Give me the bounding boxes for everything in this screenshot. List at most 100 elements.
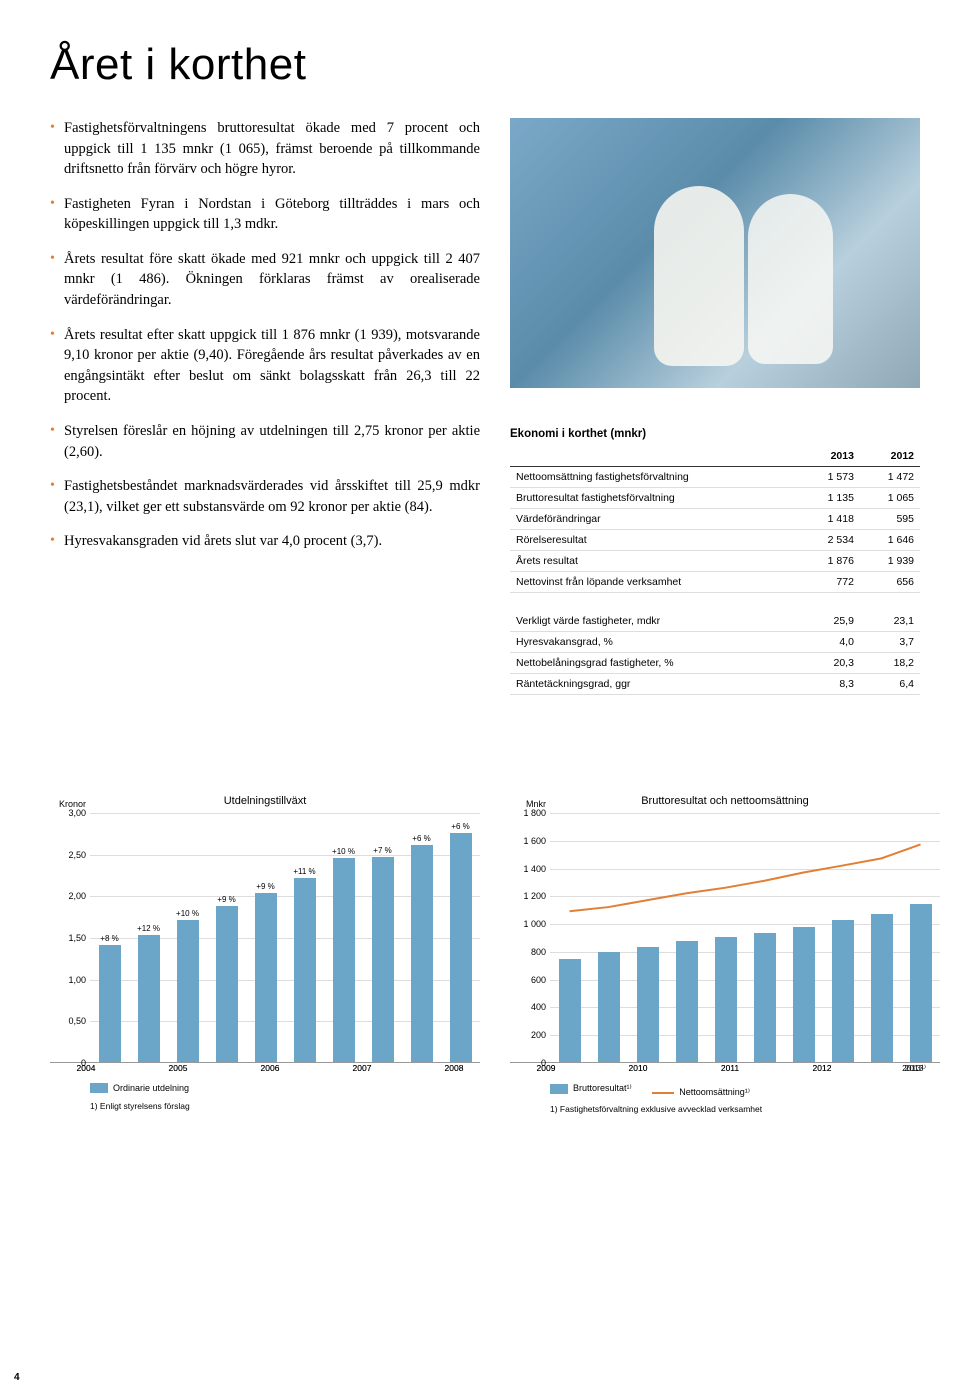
- dividend-legend-item: Ordinarie utdelning: [90, 1083, 189, 1093]
- result-x-labels: 2004200520062007200820092010201120122013: [40, 1063, 960, 1073]
- table-row: Verkligt värde fastigheter, mdkr25,923,1: [510, 615, 920, 632]
- table-cell: 18,2: [860, 653, 920, 674]
- bar-pct-label: +10 %: [176, 909, 199, 918]
- y-tick-label: 1,50: [68, 933, 86, 943]
- x-tick-label: 2010: [597, 1063, 680, 1073]
- table-cell: 1 135: [800, 488, 860, 509]
- dividend-chart-area: Kronor 3,002,502,001,501,000,500 +8 %+12…: [50, 813, 480, 1063]
- bar: +10 %: [170, 920, 205, 1062]
- table-cell: 1 472: [860, 467, 920, 488]
- economy-table-wrap: Ekonomi i korthet (mnkr) 20132012Nettoom…: [510, 428, 920, 695]
- table-cell: 772: [800, 572, 860, 593]
- page-title: Året i korthet: [50, 40, 920, 90]
- table-cell: Verkligt värde fastigheter, mdkr: [510, 615, 800, 632]
- legend-swatch-icon: [550, 1084, 568, 1094]
- page-number: 4: [14, 1372, 20, 1383]
- table-cell: Nettoomsättning fastighetsförvaltning: [510, 467, 800, 488]
- bar-pct-label: +11 %: [293, 867, 315, 876]
- bar: +6 %: [443, 833, 478, 1062]
- dividend-legend-label: Ordinarie utdelning: [113, 1083, 189, 1093]
- table-cell: Hyresvakansgrad, %: [510, 632, 800, 653]
- main-columns: Fastighetsförvaltningens bruttoresultat …: [50, 118, 920, 695]
- table-cell: 6,4: [860, 674, 920, 695]
- bar: +9 %: [209, 906, 244, 1062]
- result-chart-area: Mnkr 1 8001 6001 4001 2001 0008006004002…: [510, 813, 940, 1063]
- table-cell: 1 876: [800, 551, 860, 572]
- x-tick-label: 2007: [321, 1063, 404, 1073]
- table-cell: 23,1: [860, 615, 920, 632]
- bar: +10 %: [326, 858, 361, 1062]
- table-cell: 1 939: [860, 551, 920, 572]
- bullet-list: Fastighetsförvaltningens bruttoresultat …: [50, 118, 480, 552]
- bullet-item: Årets resultat efter skatt uppgick till …: [50, 325, 480, 407]
- bullet-item: Fastigheten Fyran i Nordstan i Göteborg …: [50, 194, 480, 235]
- result-y-axis: Mnkr 1 8001 6001 4001 2001 0008006004002…: [510, 813, 550, 1062]
- bullet-item: Fastighetsbeståndet marknadsvärderades v…: [50, 476, 480, 517]
- table-row: Årets resultat1 8761 939: [510, 551, 920, 572]
- y-tick-label: 1 600: [523, 836, 546, 846]
- table-cell: 1 646: [860, 530, 920, 551]
- table-row: Rörelseresultat2 5341 646: [510, 530, 920, 551]
- bullet-item: Fastighetsförvaltningens bruttoresultat …: [50, 118, 480, 180]
- table-cell: 1 573: [800, 467, 860, 488]
- dividend-y-axis: Kronor 3,002,502,001,501,000,500: [50, 813, 90, 1062]
- y-tick-label: 1 400: [523, 864, 546, 874]
- y-tick-label: 400: [531, 1002, 546, 1012]
- y-tick-label: 1 000: [523, 919, 546, 929]
- right-column: Ekonomi i korthet (mnkr) 20132012Nettoom…: [510, 118, 920, 695]
- y-tick-label: 1,00: [68, 975, 86, 985]
- y-tick-label: 1 200: [523, 891, 546, 901]
- result-legend-bar-label: Bruttoresultat¹⁾: [573, 1083, 632, 1094]
- table-cell: 595: [860, 509, 920, 530]
- table-cell: Räntetäckningsgrad, ggr: [510, 674, 800, 695]
- x-tick-label: 2005: [137, 1063, 220, 1073]
- table-cell: 1 418: [800, 509, 860, 530]
- table-cell: Värdeförändringar: [510, 509, 800, 530]
- dividend-footnote: 1) Enligt styrelsens förslag: [90, 1101, 480, 1111]
- bar-pct-label: +6 %: [451, 822, 469, 831]
- table-cell: Nettovinst från löpande verksamhet: [510, 572, 800, 593]
- bullet-item: Styrelsen föreslår en höjning av utdelni…: [50, 421, 480, 462]
- table-cell: Nettobelåningsgrad fastigheter, %: [510, 653, 800, 674]
- table-cell: 25,9: [800, 615, 860, 632]
- result-legend-line: Nettoomsättning¹⁾: [652, 1087, 750, 1098]
- bar: +12 %: [131, 935, 166, 1062]
- x-tick-label: 2006: [229, 1063, 312, 1073]
- table-cell: 2 534: [800, 530, 860, 551]
- x-tick-label: 2011: [689, 1063, 772, 1073]
- bar-pct-label: +9 %: [256, 882, 274, 891]
- bar-pct-label: +9 %: [217, 895, 235, 904]
- dividend-chart-title: Utdelningstillväxt: [50, 795, 480, 807]
- line-overlay: [550, 813, 940, 1062]
- economy-table: 20132012Nettoomsättning fastighetsförval…: [510, 446, 920, 695]
- table-row: Hyresvakansgrad, %4,03,7: [510, 632, 920, 653]
- result-legend-line-label: Nettoomsättning¹⁾: [679, 1087, 750, 1098]
- bar: +8 %: [92, 945, 127, 1062]
- table-cell: 656: [860, 572, 920, 593]
- y-tick-label: 0,50: [68, 1016, 86, 1026]
- y-tick-label: 200: [531, 1030, 546, 1040]
- y-tick-label: 800: [531, 947, 546, 957]
- bar: +7 %: [365, 857, 400, 1062]
- bullet-item: Hyresvakansgraden vid årets slut var 4,0…: [50, 531, 480, 552]
- bullet-item: Årets resultat före skatt ökade med 921 …: [50, 249, 480, 311]
- charts-row: Utdelningstillväxt Kronor 3,002,502,001,…: [50, 795, 920, 1114]
- y-tick-label: 1 800: [523, 808, 546, 818]
- table-row: Nettovinst från löpande verksamhet772656: [510, 572, 920, 593]
- x-tick-label: 2004: [45, 1063, 128, 1073]
- table-row: Nettoomsättning fastighetsförvaltning1 5…: [510, 467, 920, 488]
- y-tick-label: 3,00: [68, 808, 86, 818]
- result-legend-bar: Bruttoresultat¹⁾: [550, 1083, 632, 1094]
- y-tick-label: 2,00: [68, 891, 86, 901]
- x-tick-label: 2013: [873, 1063, 956, 1073]
- table-header: [510, 446, 800, 467]
- bullet-column: Fastighetsförvaltningens bruttoresultat …: [50, 118, 480, 695]
- table-row: Räntetäckningsgrad, ggr8,36,4: [510, 674, 920, 695]
- table-row: Bruttoresultat fastighetsförvaltning1 13…: [510, 488, 920, 509]
- bar: +11 %: [287, 878, 322, 1062]
- result-footnote: 1) Fastighetsförvaltning exklusive avvec…: [550, 1104, 940, 1114]
- table-header: 2012: [860, 446, 920, 467]
- table-cell: 1 065: [860, 488, 920, 509]
- bar: +6 %: [404, 845, 439, 1062]
- table-cell: 20,3: [800, 653, 860, 674]
